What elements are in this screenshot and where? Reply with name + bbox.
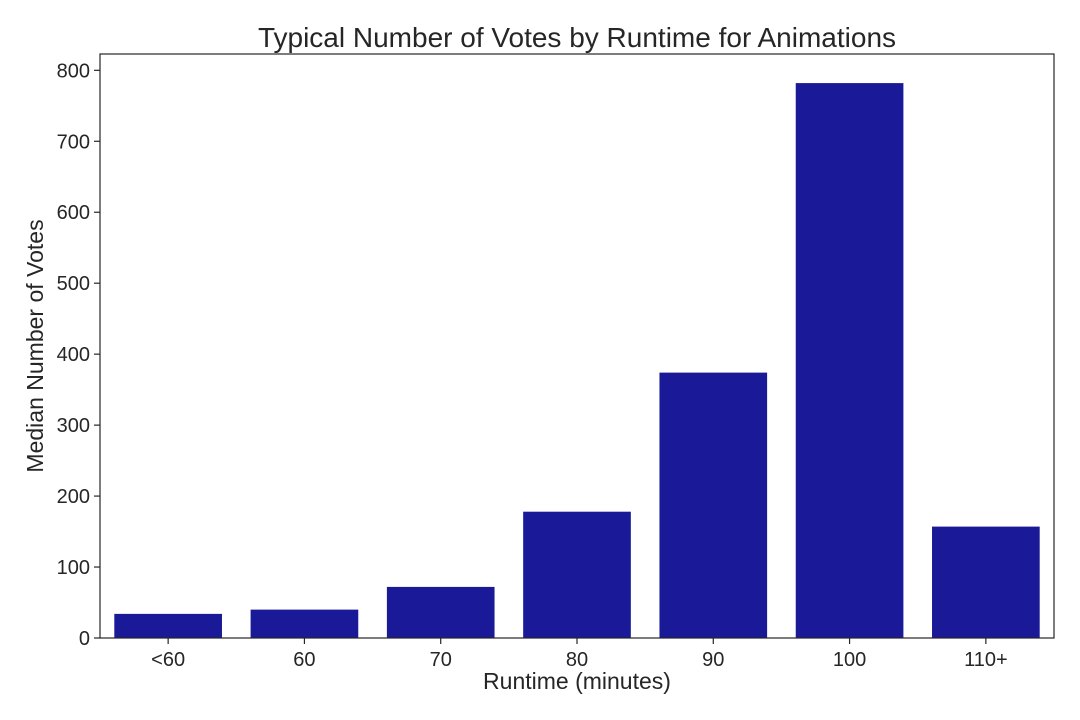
x-tick-label: 70	[430, 649, 452, 671]
y-tick-label: 800	[57, 60, 90, 82]
y-tick-label: 500	[57, 273, 90, 295]
y-tick-label: 400	[57, 344, 90, 366]
bar	[114, 613, 222, 638]
x-axis: <60 60 70 80 90 100 110+	[151, 638, 1008, 671]
bar	[386, 586, 495, 638]
x-tick-label: <60	[151, 649, 185, 671]
x-tick-label: 90	[702, 649, 724, 671]
bar	[250, 609, 359, 638]
y-tick-label: 0	[79, 628, 90, 650]
y-tick-label: 300	[57, 415, 90, 437]
y-tick-label: 600	[57, 202, 90, 224]
bar	[795, 83, 904, 638]
plot-frame	[99, 53, 1055, 639]
chart-title: Typical Number of Votes by Runtime for A…	[258, 22, 896, 53]
y-tick-label: 100	[57, 557, 90, 579]
y-tick-label: 200	[57, 486, 90, 508]
x-tick-label: 110+	[964, 649, 1008, 671]
x-axis-label: Runtime (minutes)	[483, 668, 671, 694]
bar	[932, 526, 1040, 638]
bars-group	[114, 83, 1040, 638]
x-tick-label: 100	[833, 649, 866, 671]
y-axis: 0 100 200 300 400 500 600 700 800	[57, 60, 100, 650]
y-tick-label: 700	[57, 131, 90, 153]
bar	[659, 372, 768, 638]
x-tick-label: 80	[566, 649, 588, 671]
x-tick-label: 60	[293, 649, 315, 671]
y-axis-label: Median Number of Votes	[22, 219, 48, 472]
bar	[523, 511, 631, 638]
